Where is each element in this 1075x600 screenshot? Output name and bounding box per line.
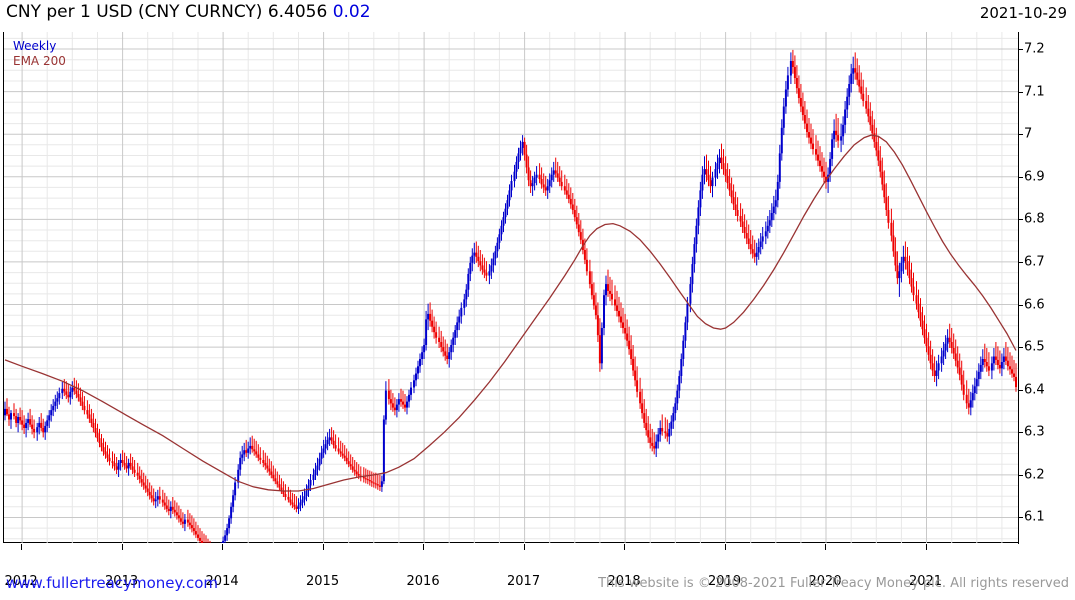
x-tick-label: 2016 <box>406 574 440 589</box>
x-tick-mark <box>222 544 224 550</box>
x-tick-mark <box>624 544 626 550</box>
y-tick-mark <box>1018 261 1023 263</box>
y-tick-label: 6.7 <box>1024 254 1045 270</box>
x-tick-mark <box>523 544 525 550</box>
minor-gridlines <box>4 32 1019 543</box>
x-tick-label: 2019 <box>708 574 742 589</box>
y-tick-mark <box>1018 176 1023 178</box>
chart-footer: www.fullertreacymoney.com This website i… <box>0 572 1075 600</box>
y-tick-label: 6.5 <box>1024 339 1045 355</box>
x-tick-mark <box>825 544 827 550</box>
x-tick-label: 2013 <box>105 574 139 589</box>
y-tick-mark <box>1018 49 1023 51</box>
y-tick-label: 6.1 <box>1024 509 1045 525</box>
y-tick-label: 6.8 <box>1024 211 1045 227</box>
y-tick-label: 6.2 <box>1024 467 1045 483</box>
copyright-notice: This website is © 2008-2021 Fuller Treac… <box>598 576 1069 591</box>
y-axis-line <box>1018 32 1019 544</box>
y-tick-label: 6.6 <box>1024 297 1045 313</box>
y-tick-label: 6.9 <box>1024 169 1045 185</box>
y-tick-mark <box>1018 219 1023 221</box>
ema-200-line <box>4 134 1017 492</box>
x-tick-label: 2012 <box>4 574 38 589</box>
y-tick-mark <box>1018 304 1023 306</box>
y-tick-label: 7 <box>1024 126 1033 142</box>
x-tick-label: 2020 <box>808 574 842 589</box>
x-tick-mark <box>925 544 927 550</box>
x-tick-label: 2018 <box>607 574 641 589</box>
x-tick-label: 2021 <box>908 574 943 589</box>
last-price: 6.4056 <box>267 2 328 22</box>
y-tick-label: 6.3 <box>1024 424 1045 440</box>
y-tick-label: 6.4 <box>1024 382 1045 398</box>
chart-title: CNY per 1 USD (CNY CURNCY) 6.4056 0.02 <box>6 2 371 22</box>
chart-legend: Weekly EMA 200 <box>13 39 66 69</box>
x-tick-mark <box>322 544 324 550</box>
y-tick-mark <box>1018 91 1023 93</box>
legend-interval: Weekly <box>13 39 57 53</box>
y-tick-mark <box>1018 517 1023 519</box>
y-tick-mark <box>1018 432 1023 434</box>
as-of-date: 2021-10-29 <box>979 4 1067 22</box>
y-tick-mark <box>1018 134 1023 136</box>
y-tick-mark <box>1018 389 1023 391</box>
chart-header: CNY per 1 USD (CNY CURNCY) 6.4056 0.02 2… <box>0 0 1075 28</box>
x-tick-label: 2017 <box>507 574 541 589</box>
y-tick-label: 7.2 <box>1024 41 1045 57</box>
x-tick-label: 2014 <box>205 574 239 589</box>
legend-ema: EMA 200 <box>13 54 66 68</box>
plot-region[interactable]: Weekly EMA 200 <box>3 32 1019 543</box>
x-tick-mark <box>121 544 123 550</box>
y-tick-label: 7.1 <box>1024 84 1045 100</box>
x-tick-mark <box>21 544 23 550</box>
x-tick-mark <box>724 544 726 550</box>
chart-area[interactable]: Weekly EMA 200 7.2 7.1 7 6.9 6.8 6.7 6.6 6.5 6.4… <box>0 28 1075 589</box>
y-tick-mark <box>1018 347 1023 349</box>
instrument-name: CNY per 1 USD (CNY CURNCY) <box>6 2 263 22</box>
x-tick-mark <box>423 544 425 550</box>
price-change: 0.02 <box>332 2 371 22</box>
price-plot-svg <box>4 32 1019 543</box>
x-tick-label: 2015 <box>306 574 340 589</box>
ohlc-bars <box>4 49 1017 543</box>
site-url[interactable]: www.fullertreacymoney.com <box>6 574 219 592</box>
y-tick-mark <box>1018 474 1023 476</box>
